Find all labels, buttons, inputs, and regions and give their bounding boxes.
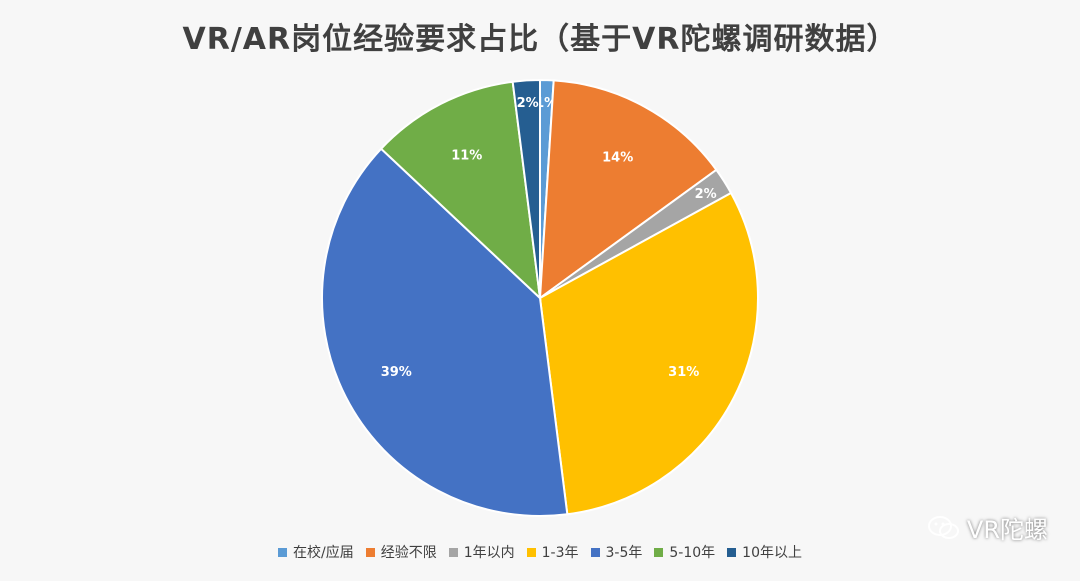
legend-item-3: 1-3年 [526,542,579,562]
chart-legend: 在校/应届 经验不限 1年以内 1-3年 3-5年 5-10年 10年以上 [0,542,1080,562]
watermark-text: VR陀螺 [966,516,1048,544]
watermark: VR陀螺 [927,510,1048,545]
legend-item-1: 经验不限 [365,542,437,562]
legend-label: 1-3年 [541,545,579,561]
data-label-2: 2% [695,187,717,202]
pie-slice-5 [379,80,542,301]
legend-label: 5-10年 [669,545,716,561]
data-label-4: 39% [381,365,412,380]
legend-swatch [278,547,287,557]
legend-swatch [727,547,737,557]
data-label-5: 11% [451,148,482,163]
legend-swatch [365,547,375,557]
legend-item-6: 10年以上 [727,542,802,562]
data-label-6: 2% [517,96,539,111]
pie-slice-1 [538,79,718,301]
legend-swatch [526,547,536,557]
legend-label: 在校/应届 [293,545,354,561]
legend-label: 3-5年 [605,545,643,561]
legend-label: 1年以内 [463,545,515,561]
legend-item-5: 5-10年 [654,542,715,562]
pie-slice-6 [511,78,541,299]
legend-item-2: 1年以内 [448,542,515,562]
data-label-3: 31% [668,365,699,380]
legend-swatch [654,547,664,557]
wechat-icon [927,515,959,539]
chart-title: VR/AR岗位经验要求占比（基于VR陀螺调研数据） [182,22,898,57]
legend-label: 经验不限 [380,545,437,561]
data-label-1: 14% [602,151,633,166]
legend-label: 10年以上 [742,545,802,561]
legend-swatch [590,547,600,557]
pie-slice-4 [321,147,569,517]
legend-item-0: 在校/应届 [278,542,354,562]
legend-swatch [448,547,458,557]
legend-item-4: 3-5年 [590,542,643,562]
pie-slice-3 [538,191,759,516]
